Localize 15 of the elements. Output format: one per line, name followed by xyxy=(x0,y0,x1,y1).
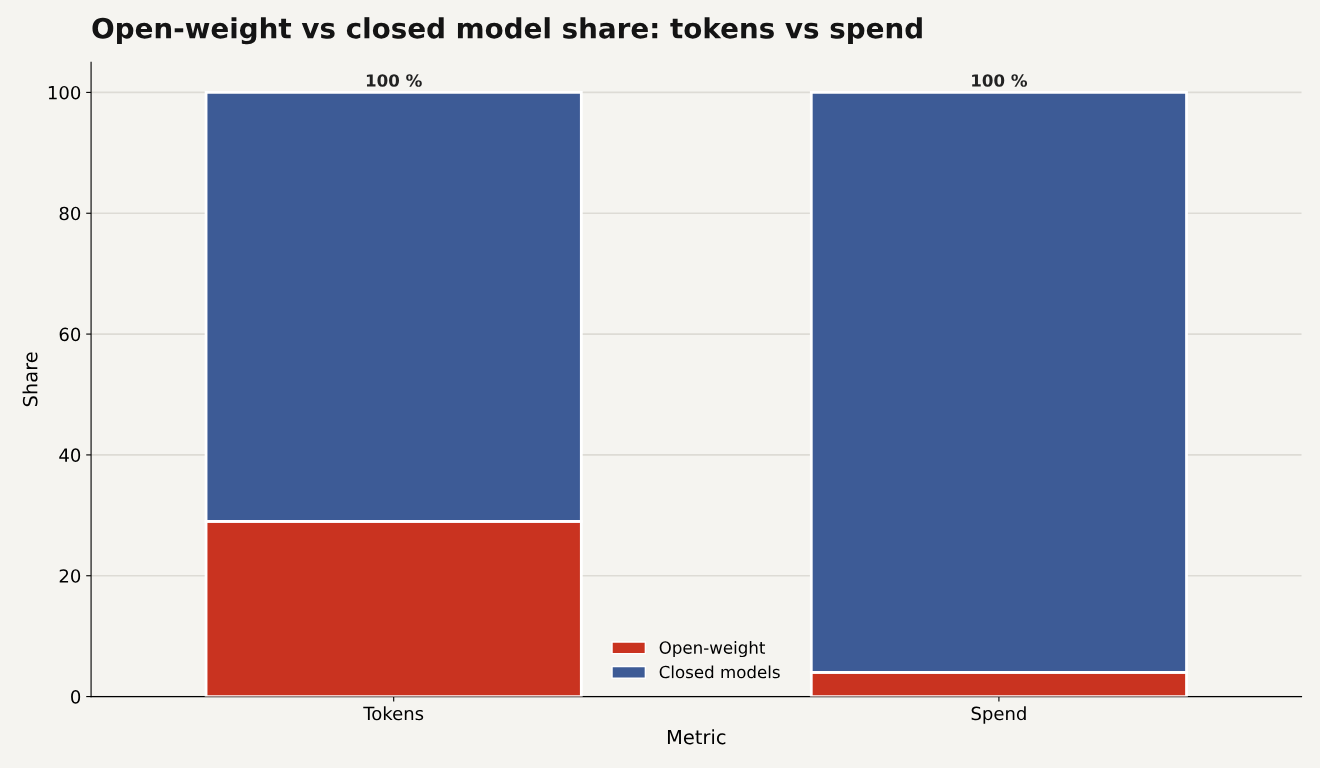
legend-label: Closed models xyxy=(659,665,780,679)
y-tick-label: 100 xyxy=(48,85,81,100)
y-tick-label: 0 xyxy=(71,690,81,704)
y-tick-label: 40 xyxy=(59,448,81,463)
y-tick-label: 60 xyxy=(59,327,81,342)
y-axis-title: Share xyxy=(22,352,38,407)
y-tick-label: 20 xyxy=(59,569,81,583)
chart-title: Open-weight vs closed model share: tokens vs spend xyxy=(92,17,922,45)
y-tick-label: 80 xyxy=(59,206,81,221)
x-axis-title: Metric xyxy=(667,729,726,745)
x-tick-label: Spend xyxy=(971,706,1026,724)
total-label: 100 % xyxy=(972,74,1028,87)
legend-label: Open-weight xyxy=(659,640,766,658)
total-label: 100 % xyxy=(366,74,422,87)
x-tick-label: Tokens xyxy=(363,706,424,721)
